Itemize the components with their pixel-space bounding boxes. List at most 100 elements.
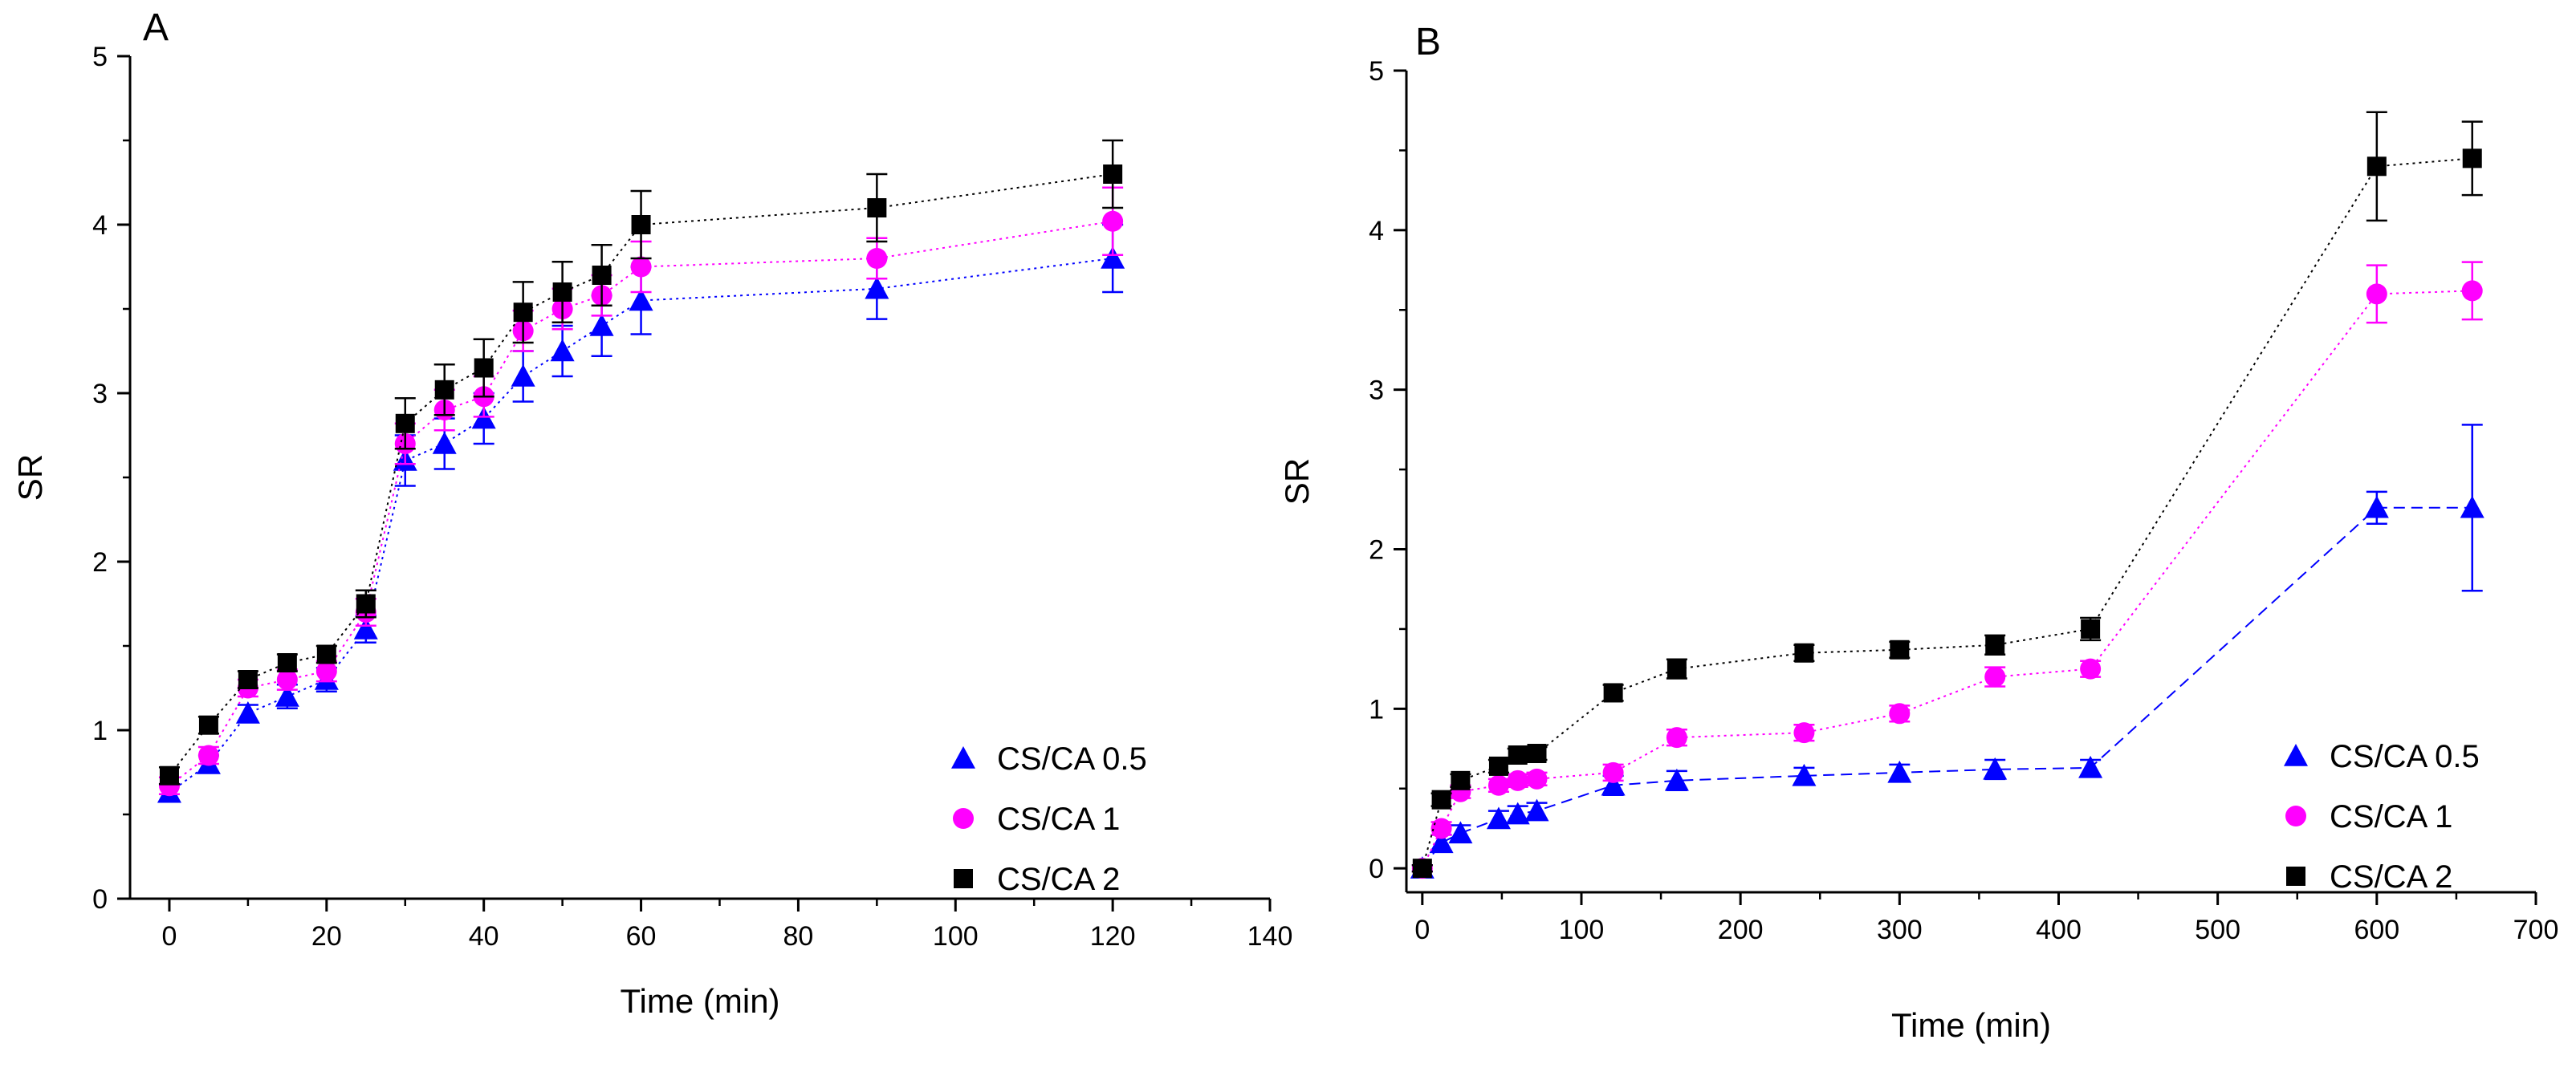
panel-b-series-line (1421, 157, 2472, 869)
panel-a-data-point (356, 594, 376, 614)
panel-a-series-0 (157, 223, 1125, 803)
panel-a-data-point (238, 670, 258, 689)
panel-a-y-tick-label: 2 (92, 547, 108, 578)
panel-a-data-point (276, 669, 298, 690)
panel-b-series-line (1422, 506, 2472, 869)
panel-a-y-tick-label: 4 (92, 210, 108, 241)
panel-b-data-point (1508, 745, 1528, 765)
panel-b-data-point (1488, 756, 1508, 776)
panel-b-data-point (2081, 619, 2101, 639)
panel-a-legend: CS/CA 0.5 CS/CA 1 CS/CA 2 (951, 741, 1147, 897)
panel-b-x-tick-label: 200 (1718, 915, 1764, 945)
panel-b-data-point (1430, 818, 1452, 839)
panel-a-data-point (1102, 210, 1124, 232)
panel-b-y-tick-label: 0 (1369, 854, 1384, 884)
panel-a-data-point (865, 276, 889, 299)
panel-b-y-tick-label: 5 (1369, 56, 1384, 87)
panel-b-data-point (2461, 280, 2483, 302)
panel-b-series-line (1421, 290, 2472, 869)
panel-a-data-point (474, 358, 494, 378)
panel-b-data-point (1984, 666, 2006, 688)
panel-b-legend-marker (2284, 744, 2308, 766)
panel-a-series-2 (158, 139, 1124, 786)
panel-b-label: B (1415, 21, 1441, 63)
panel-a-data-point (631, 215, 651, 234)
panel-b-data-point (1666, 659, 1687, 679)
panel-a-series-line (169, 258, 1113, 794)
panel-b-x-tick-label: 100 (1559, 915, 1605, 945)
panel-b-series-2 (1411, 111, 2483, 879)
panel-b-data-point (1448, 821, 1473, 844)
panel-b: 0 100 200 300 400 500 600 700 0 1 2 3 4 5 Time (min) SR… (1278, 21, 2558, 1044)
panel-a-legend-marker (953, 808, 974, 829)
panel-a-data-point (589, 314, 614, 336)
panel-a-data-point (550, 339, 575, 362)
panel-a-y-tick-label: 5 (92, 42, 108, 72)
panel-b-data-point (2462, 148, 2482, 169)
panel-b-data-point (1664, 768, 1689, 791)
panel-a-legend-marker (951, 746, 975, 769)
panel-b-data-point (1524, 798, 1549, 822)
panel-a-y-tick-label: 3 (92, 379, 108, 409)
panel-b-data-point (1985, 635, 2005, 655)
panel-a-data-point (1101, 246, 1125, 269)
panel-b-legend-label: CS/CA 0.5 (2330, 739, 2480, 774)
panel-a-x-axis-title: Time (min) (620, 982, 779, 1020)
panel-a-data-point (552, 282, 572, 302)
panel-b-data-point (1527, 744, 1547, 764)
panel-a-data-point (395, 413, 415, 433)
panel-b-data-point (1451, 770, 1471, 790)
panel-a-y-tick-label: 0 (92, 884, 108, 915)
panel-b-data-point (1429, 830, 1454, 854)
panel-a-x-tick-label: 0 (162, 921, 177, 952)
panel-a-data-point (866, 248, 888, 269)
panel-b-legend-label: CS/CA 1 (2330, 799, 2452, 834)
panel-b-data-point (1486, 806, 1511, 830)
panel-b-data-point (2460, 495, 2484, 518)
panel-b-x-tick-label: 300 (1877, 915, 1923, 945)
panel-a-data-point (434, 380, 454, 400)
panel-a-data-point (432, 432, 457, 454)
panel-a-data-point (867, 198, 887, 217)
panel-b-legend-marker (2285, 806, 2306, 826)
panel-a-data-point (316, 644, 336, 664)
panel-b-legend-marker (2286, 867, 2305, 886)
panel-a-data-point (353, 617, 378, 640)
panel-a-legend-marker (954, 869, 973, 888)
panel-b-series-1 (1411, 261, 2483, 879)
panel-b-series-0 (1410, 424, 2484, 879)
panel-b-y-tick-label: 3 (1369, 376, 1384, 406)
panel-b-data-point (1792, 763, 1817, 786)
panel-b-data-point (1666, 727, 1687, 749)
panel-b-x-tick-label: 400 (2036, 915, 2082, 945)
panel-a: 0 20 40 60 80 100 120 140 0 1 2 3 4 5 Time (min) SR A CS/… (11, 6, 1292, 1020)
panel-b-y-tick-label: 1 (1369, 694, 1384, 725)
panel-b-data-point (2080, 658, 2102, 680)
panel-a-data-point (159, 765, 179, 786)
panel-b-data-point (1603, 683, 1623, 703)
panel-b-data-point (1794, 643, 1814, 663)
panel-a-data-point (630, 256, 652, 278)
panel-a-y-axis-title: SR (11, 454, 49, 501)
panel-b-y-axis-title: SR (1278, 458, 1316, 505)
panel-b-legend: CS/CA 0.5 CS/CA 1 CS/CA 2 (2284, 739, 2480, 895)
panel-a-legend-label: CS/CA 0.5 (997, 741, 1147, 777)
panel-b-data-point (2366, 283, 2387, 305)
panel-a-y-tick-label: 1 (92, 716, 108, 746)
panel-a-data-point (629, 288, 653, 311)
panel-a-label: A (143, 6, 169, 49)
panel-b-x-tick-label: 500 (2195, 915, 2240, 945)
panel-a-data-point (235, 701, 260, 724)
panel-a-x-tick-label: 60 (626, 921, 657, 952)
panel-a-series-1 (158, 186, 1124, 797)
panel-a-data-point (1103, 164, 1123, 184)
panel-b-legend-label: CS/CA 2 (2330, 859, 2452, 895)
panel-a-legend-label: CS/CA 2 (997, 862, 1120, 897)
panel-b-data-point (1887, 760, 1912, 783)
panel-b-data-point (2364, 495, 2389, 518)
panel-b-data-point (1889, 703, 1911, 725)
panel-b-data-point (1983, 757, 2008, 780)
panel-a-data-point (315, 660, 337, 682)
panel-a-data-point (513, 303, 533, 323)
panel-a-data-point (277, 653, 297, 672)
